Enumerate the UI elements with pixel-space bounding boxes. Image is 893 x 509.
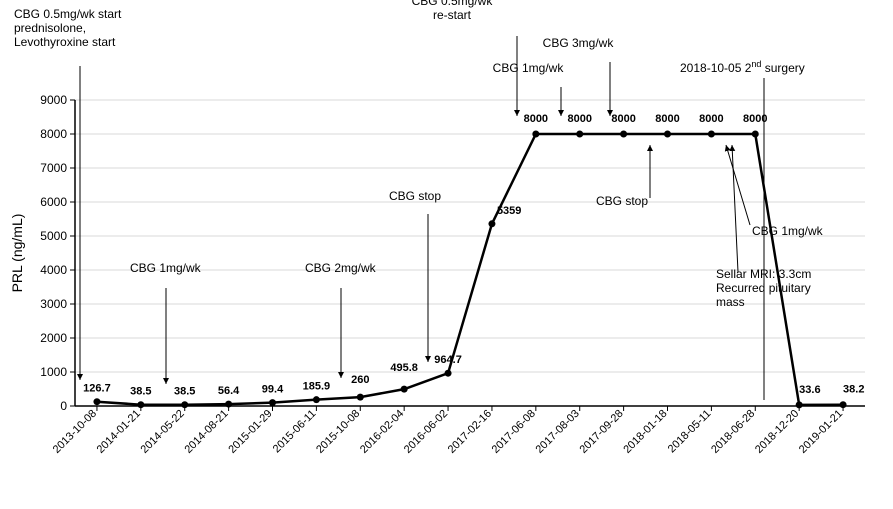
annotation-text: CBG 1mg/wk [493, 61, 565, 75]
x-tick-label: 2018-12-20 [753, 408, 801, 456]
data-label: 260 [351, 374, 369, 386]
annotation-text: CBG 3mg/wk [543, 36, 615, 50]
annotation-text: CBG 0.5mg/wk startprednisolone,Levothyro… [14, 7, 122, 49]
data-marker [576, 131, 583, 138]
x-tick-label: 2015-06-11 [271, 408, 319, 456]
annotation-text: 2018-10-05 2nd surgery [680, 59, 805, 75]
y-tick-label: 0 [60, 399, 67, 413]
data-marker [488, 220, 495, 227]
data-label: 126.7 [83, 383, 111, 395]
x-tick-label: 2016-06-02 [402, 408, 450, 456]
y-tick-label: 2000 [40, 331, 67, 345]
data-marker [664, 131, 671, 138]
y-tick-label: 3000 [40, 297, 67, 311]
data-label: 99.4 [262, 384, 284, 396]
annotation-line [732, 145, 738, 272]
x-tick-label: 2018-05-11 [666, 408, 714, 456]
data-marker [181, 401, 188, 408]
x-tick-label: 2017-09-28 [577, 408, 625, 456]
data-marker [357, 394, 364, 401]
y-axis-label: PRL (ng/mL) [9, 214, 25, 293]
y-tick-label: 4000 [40, 263, 67, 277]
data-label: 38.2 [843, 384, 864, 396]
y-tick-label: 1000 [40, 365, 67, 379]
chart-svg: 0 1000 2000 3000 4000 5000 6000 7000 8000 9000 201… [0, 0, 893, 509]
data-marker [225, 401, 232, 408]
data-label: 185.9 [303, 381, 331, 393]
annotation-text: CBG stop [596, 194, 648, 208]
data-label: 33.6 [799, 384, 820, 396]
data-marker [269, 399, 276, 406]
annotation-line [726, 145, 750, 225]
data-label: 5359 [497, 205, 521, 217]
data-label: 495.8 [390, 362, 418, 374]
data-label: 56.4 [218, 385, 240, 397]
annotation-text: CBG stop [389, 189, 441, 203]
data-marker [445, 370, 452, 377]
y-tick-label: 9000 [40, 93, 67, 107]
annotation-text: CBG 1mg/wk [130, 261, 202, 275]
data-marker [93, 398, 100, 405]
data-marker [137, 401, 144, 408]
prl-line-chart: 0 1000 2000 3000 4000 5000 6000 7000 8000 9000 201… [0, 0, 893, 509]
y-tick-label: 8000 [40, 127, 67, 141]
data-label: 8000 [611, 113, 635, 125]
data-marker [752, 131, 759, 138]
data-label: 964.7 [434, 354, 462, 366]
y-tick-label: 7000 [40, 161, 67, 175]
data-marker [532, 131, 539, 138]
x-tick-label: 2014-08-21 [182, 408, 230, 456]
annotation-text: CBG 2mg/wk [305, 261, 377, 275]
data-label: 38.5 [130, 386, 151, 398]
x-tick-label: 2017-02-16 [446, 408, 494, 456]
x-tick-label: 2016-02-04 [358, 408, 406, 456]
annotation-text: CBG 1mg/wk [752, 224, 824, 238]
data-marker [796, 401, 803, 408]
data-marker [708, 131, 715, 138]
annotation-text: CBG 0.5mg/wkre-start [412, 0, 494, 22]
x-tick-label: 2015-10-08 [314, 408, 362, 456]
data-label: 8000 [655, 113, 679, 125]
data-label: 8000 [567, 113, 591, 125]
data-marker [401, 386, 408, 393]
y-tick-label: 5000 [40, 229, 67, 243]
x-tick-label: 2013-10-08 [51, 408, 99, 456]
x-tick-label: 2017-08-03 [534, 408, 582, 456]
data-marker [313, 396, 320, 403]
y-tick-label: 6000 [40, 195, 67, 209]
x-tick-label: 2018-01-18 [621, 408, 669, 456]
data-marker [620, 131, 627, 138]
x-tick-label: 2018-06-28 [709, 408, 757, 456]
x-tick-label: 2014-01-21 [95, 408, 143, 456]
data-label: 8000 [524, 113, 548, 125]
x-tick-label: 2019-01-21 [797, 408, 845, 456]
x-tick-label: 2015-01-29 [226, 408, 274, 456]
data-label: 38.5 [174, 386, 195, 398]
x-tick-label: 2017-06-08 [490, 408, 538, 456]
data-label: 8000 [699, 113, 723, 125]
x-tick-label: 2014-05-22 [139, 408, 187, 456]
data-marker [840, 401, 847, 408]
